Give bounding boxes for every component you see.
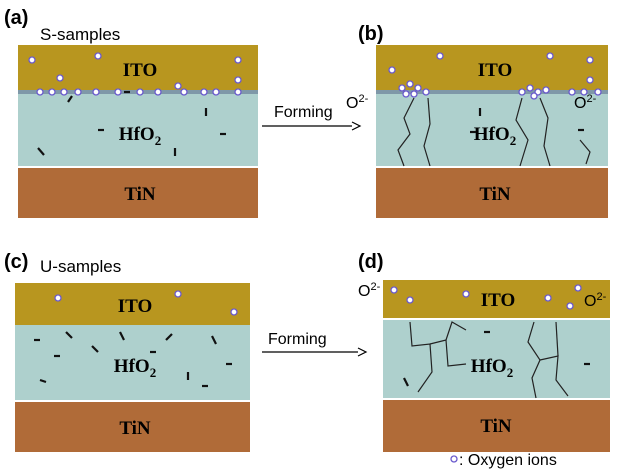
panel-label: (d)	[358, 251, 384, 273]
layer-label: ITO	[481, 290, 516, 311]
text: 2	[150, 365, 157, 380]
arrow: Forming	[262, 331, 366, 356]
layer-label: TiN	[119, 418, 151, 439]
layer-label: ITO	[118, 296, 153, 317]
panel-label: (c)	[4, 251, 28, 273]
legend-label: : Oxygen ions	[459, 452, 557, 469]
text: HfO	[114, 356, 150, 377]
text: 2-	[586, 93, 596, 105]
legend-symbol	[451, 456, 457, 462]
text: HfO	[474, 124, 510, 145]
layer-label: TiN	[124, 184, 156, 205]
layer-label: ITO	[123, 60, 158, 81]
figure: (a) S-samples ITO HfO2 TiN Forming (b) I…	[0, 0, 627, 470]
panel-label: (a)	[4, 7, 28, 29]
arrow-label: Forming	[274, 104, 333, 121]
panel-d: (d) ITO HfO2 TiN O2- O2-	[358, 251, 610, 452]
panel-c: (c) U-samples ITO HfO2 TiN	[4, 251, 250, 452]
text: 2-	[370, 281, 380, 293]
legend: : Oxygen ions	[451, 452, 557, 469]
layer-label: TiN	[479, 184, 511, 205]
text: O	[358, 283, 370, 300]
layer-label: ITO	[478, 60, 513, 81]
ion-label: O2-	[346, 93, 369, 112]
layer-label: TiN	[480, 416, 512, 437]
text: 2	[155, 133, 162, 148]
text: 2-	[596, 291, 606, 303]
text: O	[346, 95, 358, 112]
panel-label: (b)	[358, 23, 384, 45]
panel-b: (b) ITO HfO2 TiN O2- O2-	[346, 23, 608, 218]
arrow-label: Forming	[268, 331, 327, 348]
text: HfO	[119, 124, 155, 145]
text: O	[584, 293, 596, 310]
text: 2-	[358, 93, 368, 105]
text: 2	[510, 133, 517, 148]
text: 2	[507, 365, 514, 380]
ion-label: O2-	[358, 281, 381, 300]
panel-a: (a) S-samples ITO HfO2 TiN	[4, 7, 258, 218]
text: HfO	[471, 356, 507, 377]
sample-label: U-samples	[40, 257, 121, 276]
sample-label: S-samples	[40, 25, 120, 44]
text: O	[574, 95, 586, 112]
